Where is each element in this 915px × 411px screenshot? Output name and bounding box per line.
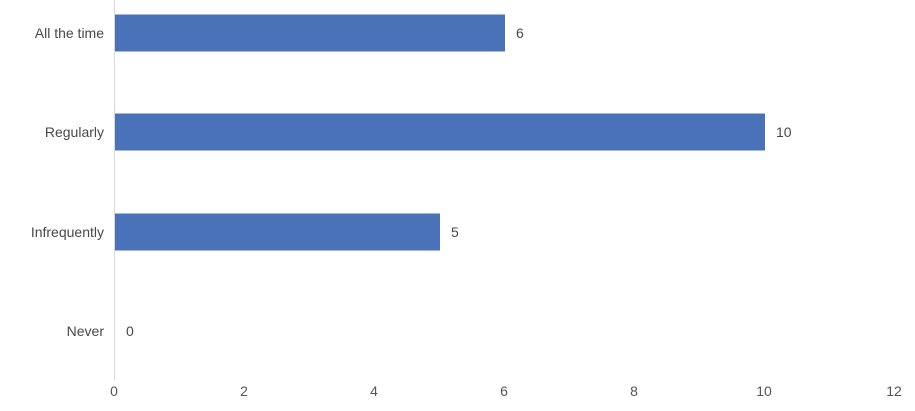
category-label: Infrequently [30, 223, 104, 240]
x-axis-tick-label: 6 [500, 383, 508, 399]
x-axis-tick-label: 4 [370, 383, 378, 399]
bar [115, 14, 505, 52]
data-label: 5 [451, 223, 459, 240]
x-axis-tick-label: 12 [886, 383, 902, 399]
data-label: 10 [776, 124, 792, 141]
data-label: 0 [126, 322, 134, 339]
data-label: 6 [516, 25, 524, 41]
x-axis-tick-label: 2 [240, 383, 248, 399]
category-label: All the time [34, 25, 104, 41]
category-label: Regularly [44, 124, 104, 141]
x-axis-tick-label: 0 [110, 383, 118, 399]
y-axis-line [114, 0, 115, 380]
x-axis-tick-label: 10 [756, 383, 772, 399]
bar [115, 213, 440, 251]
category-label: Never [66, 322, 104, 339]
bar [115, 113, 765, 151]
x-axis-tick-label: 8 [630, 383, 638, 399]
